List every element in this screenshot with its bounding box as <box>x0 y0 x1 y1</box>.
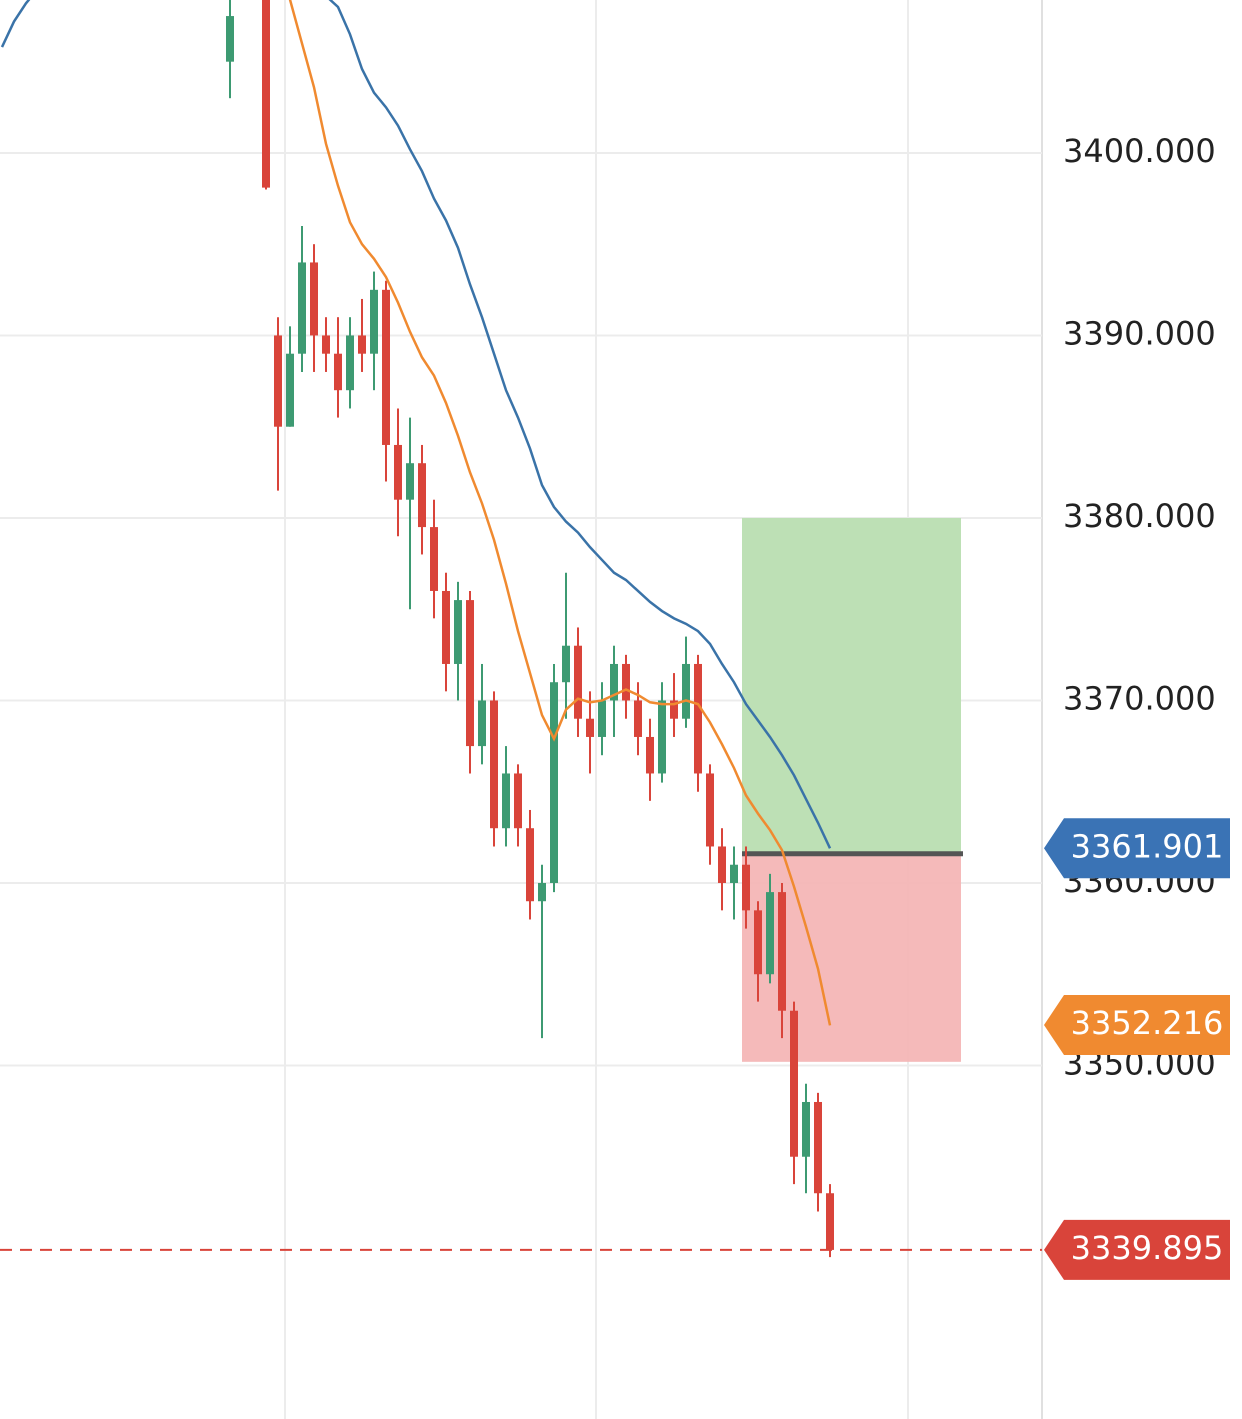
candle-body <box>658 700 666 774</box>
grid <box>0 151 1042 1067</box>
target-zone <box>742 517 961 854</box>
candle-body <box>814 1101 822 1194</box>
price-tag <box>1044 818 1230 879</box>
candle-body <box>622 663 630 701</box>
candle-body <box>826 1193 834 1250</box>
candle-body <box>430 527 438 591</box>
candle-body <box>310 262 318 336</box>
price-tag-label: 3339.895 <box>1071 1229 1224 1267</box>
price-tag-label: 3361.901 <box>1071 827 1224 865</box>
candle-body <box>730 864 738 883</box>
candle-body <box>370 289 378 354</box>
candle-body <box>682 663 690 719</box>
candle-body <box>298 262 306 354</box>
candle-body <box>706 773 714 847</box>
moving-average-line <box>288 0 832 1026</box>
candle-body <box>586 718 594 737</box>
candle-body <box>466 600 474 747</box>
candle-body <box>454 600 462 664</box>
candle-body <box>514 773 522 829</box>
candle-body <box>490 700 498 829</box>
candle-body <box>538 882 546 902</box>
y-tick-label: 3390.000 <box>1063 314 1216 352</box>
candle-body <box>274 335 282 427</box>
candle-body <box>406 463 414 500</box>
price-tag <box>1044 1219 1230 1280</box>
candle-body <box>574 645 582 719</box>
y-tick-label: 3380.000 <box>1063 497 1216 535</box>
candle-body <box>502 773 510 829</box>
candle-body <box>394 444 402 500</box>
candle-body <box>346 335 354 391</box>
candle-body <box>802 1101 810 1157</box>
plot <box>0 0 1042 1258</box>
candle-body <box>598 700 606 737</box>
candle-body <box>382 289 390 445</box>
price-tag <box>1044 995 1230 1056</box>
candle-body <box>718 846 726 883</box>
candle-body <box>226 16 234 62</box>
y-tick-label: 3370.000 <box>1063 679 1216 717</box>
candle-body <box>418 463 426 528</box>
price-axis: 3350.0003360.0003370.0003380.0003390.000… <box>1044 132 1230 1280</box>
candle-body <box>322 335 330 354</box>
moving-average-line <box>0 0 832 849</box>
candle-body <box>778 892 786 1011</box>
candle-body <box>610 663 618 701</box>
candle-body <box>334 353 342 391</box>
candle-body <box>562 645 570 683</box>
stop-zone <box>742 853 961 1062</box>
candle-body <box>646 736 654 774</box>
candle-body <box>286 353 294 427</box>
candle-body <box>670 700 678 719</box>
candle-body <box>754 910 762 975</box>
candle-body <box>442 590 450 664</box>
candle-body <box>694 663 702 774</box>
candle-body <box>526 828 534 902</box>
candle-body <box>358 335 366 354</box>
candle-body <box>766 892 774 975</box>
position-tool <box>742 517 963 1062</box>
candle-body <box>262 0 270 188</box>
price-tag-label: 3352.216 <box>1071 1004 1224 1042</box>
candle-body <box>634 700 642 737</box>
candle-body <box>790 1010 798 1157</box>
candle-body <box>742 864 750 911</box>
candle-body <box>550 682 558 883</box>
y-tick-label: 3400.000 <box>1063 132 1216 170</box>
candle-body <box>478 700 486 747</box>
